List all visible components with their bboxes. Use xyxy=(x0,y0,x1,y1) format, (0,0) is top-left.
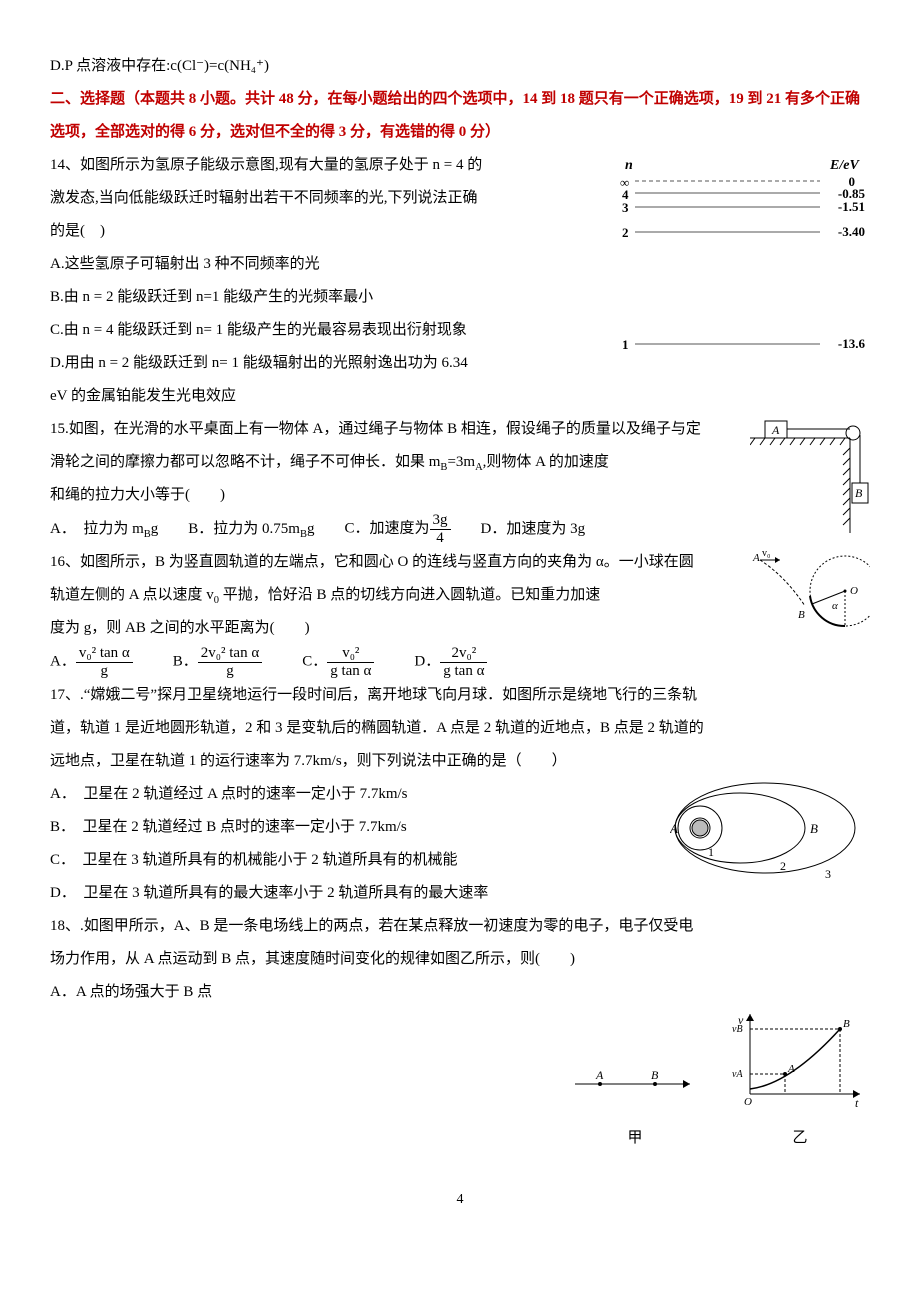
field-line-diagram: A B xyxy=(570,1069,700,1109)
n-axis-label: n xyxy=(625,158,633,173)
option-d: D．加速度为 3g xyxy=(481,513,586,546)
option-a: A．v₀² tan αg xyxy=(50,645,133,679)
question-15: A B 15.如图，在光滑的水平桌面上有一物体 A，通过绳子与物体 B 相连，假… xyxy=(50,413,870,546)
question-stem: 和绳的拉力大小等于( ) xyxy=(50,479,870,512)
question-stem: 18、.如图甲所示，A、B 是一条电场线上的两点，若在某点释放一初速度为零的电子… xyxy=(50,910,870,943)
level-E: -13.6 xyxy=(838,336,866,351)
caption-yi: 乙 xyxy=(730,1122,870,1155)
point-a-label: A xyxy=(670,821,678,836)
question-stem: 15.如图，在光滑的水平桌面上有一物体 A，通过绳子与物体 B 相连，假设绳子的… xyxy=(50,413,870,446)
vt-graph: v t A vA B vB O xyxy=(730,1009,870,1109)
point-b-label: B xyxy=(651,1069,659,1082)
question-stem: 远地点，卫星在轨道 1 的运行速率为 7.7km/s，则下列说法中正确的是（ ） xyxy=(50,745,870,778)
point-a-label: A xyxy=(752,552,760,564)
level-E: -1.51 xyxy=(838,199,865,214)
options-row: A．v₀² tan αg B．2v₀² tan αg C．v₀²g tan α … xyxy=(50,645,870,679)
question-stem: 16、如图所示，B 为竖直圆轨道的左端点，它和圆心 O 的连线与竖直方向的夹角为… xyxy=(50,546,870,579)
option-d: eV 的金属铂能发生光电效应 xyxy=(50,380,870,413)
pulley-diagram: A B xyxy=(750,413,870,533)
orbit-diagram: A B 1 2 3 xyxy=(670,778,870,888)
question-stem: 道，轨道 1 是近地圆形轨道，2 和 3 是变轨后的椭圆轨道．A 点是 2 轨道… xyxy=(50,712,870,745)
point-a-label: A xyxy=(787,1063,795,1075)
orbit-3-label: 3 xyxy=(825,867,831,881)
block-a-label: A xyxy=(771,423,780,437)
vb-label: vB xyxy=(732,1024,743,1035)
question-14: n E/eV ∞ 0 4 -0.85 3 -1.51 2 -3.40 1 -13… xyxy=(50,149,870,413)
point-b-label: B xyxy=(843,1018,850,1030)
section-header: 二、选择题（本题共 8 小题。共计 48 分，在每小题给出的四个选项中，14 到… xyxy=(50,83,870,149)
level-E: -3.40 xyxy=(838,224,865,239)
va-label: vA xyxy=(732,1069,743,1080)
energy-level-diagram: n E/eV ∞ 0 4 -0.85 3 -1.51 2 -3.40 1 -13… xyxy=(610,149,870,359)
option-b: B．2v₀² tan αg xyxy=(173,645,262,679)
point-b-label: B xyxy=(798,609,805,621)
point-a-label: A xyxy=(595,1069,604,1082)
question-stem: 滑轮之间的摩擦力都可以忽略不计，绳子不可伸长．如果 mB=3mA,则物体 A 的… xyxy=(50,446,870,479)
option-text: D.P 点溶液中存在:c(Cl⁻)=c(NH₄⁺) xyxy=(50,50,870,83)
alpha-label: α xyxy=(832,600,838,612)
orbit-2-label: 2 xyxy=(780,859,786,873)
option-d: D．2v₀²g tan α xyxy=(414,645,487,679)
level-n: 1 xyxy=(622,337,629,352)
block-b-label: B xyxy=(855,486,863,500)
svg-text:O: O xyxy=(744,1096,752,1108)
options-row: A． 拉力为 mBg B．拉力为 0.75mBg C．加速度为3g4 D．加速度… xyxy=(50,512,740,546)
point-b-label: B xyxy=(810,821,818,836)
option-b: B．拉力为 0.75mBg xyxy=(188,513,314,546)
t-axis-label: t xyxy=(855,1096,859,1109)
option-a: A．A 点的场强大于 B 点 xyxy=(50,976,870,1009)
option-c: C．v₀²g tan α xyxy=(302,645,374,679)
point-o-label: O xyxy=(850,585,858,597)
question-stem: 17、.“嫦娥二号”探月卫星绕地运行一段时间后，离开地球飞向月球．如图所示是绕地… xyxy=(50,679,870,712)
question-18: 18、.如图甲所示，A、B 是一条电场线上的两点，若在某点释放一初速度为零的电子… xyxy=(50,910,870,1155)
orbit-1-label: 1 xyxy=(708,845,714,859)
level-n: 3 xyxy=(622,200,629,215)
caption-jia: 甲 xyxy=(570,1122,700,1155)
energy-axis-label: E/eV xyxy=(829,158,860,173)
question-17: 17、.“嫦娥二号”探月卫星绕地运行一段时间后，离开地球飞向月球．如图所示是绕地… xyxy=(50,679,870,910)
option-c: C．加速度为3g4 xyxy=(344,512,450,546)
question-stem: 度为 g，则 AB 之间的水平距离为( ) xyxy=(50,612,870,645)
circular-track-diagram: A v₀ O α B xyxy=(750,546,870,636)
option-a: A． 拉力为 mBg xyxy=(50,513,158,546)
v0-label: v₀ xyxy=(762,548,771,559)
question-stem: 场力作用，从 A 点运动到 B 点，其速度随时间变化的规律如图乙所示，则( ) xyxy=(50,943,870,976)
level-n: 2 xyxy=(622,225,629,240)
question-stem: 轨道左侧的 A 点以速度 v0 平抛，恰好沿 B 点的切线方向进入圆轨道。已知重… xyxy=(50,579,870,612)
page-number: 4 xyxy=(50,1185,870,1216)
question-16: A v₀ O α B 16、如图所示，B 为竖直圆轨道的左端点，它和圆心 O 的… xyxy=(50,546,870,679)
